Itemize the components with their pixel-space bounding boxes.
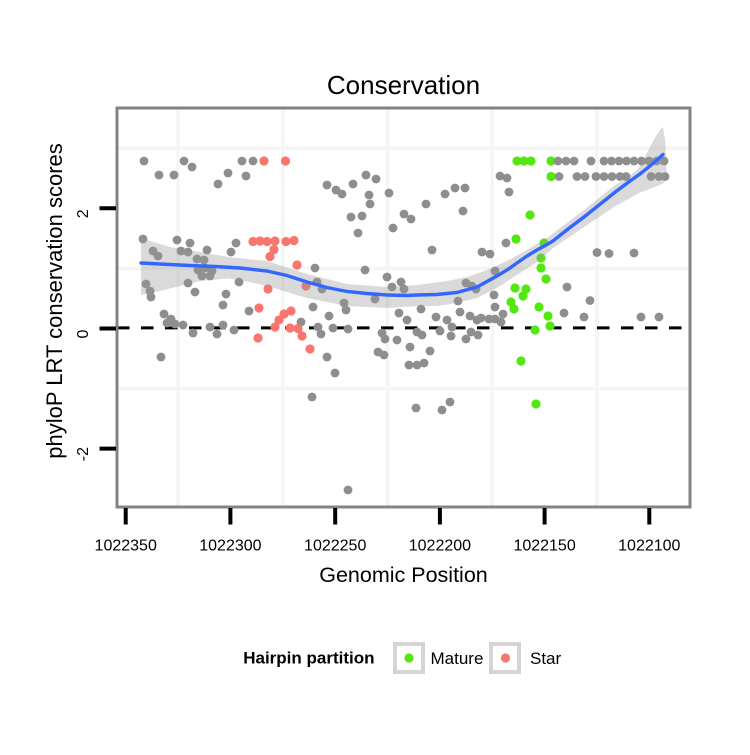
svg-text:Conservation: Conservation <box>327 70 480 100</box>
svg-text:Hairpin partition: Hairpin partition <box>243 649 374 668</box>
svg-text:1022350: 1022350 <box>95 538 157 555</box>
svg-text:1022150: 1022150 <box>513 538 575 555</box>
svg-text:1022100: 1022100 <box>618 538 680 555</box>
svg-text:phyloP LRT conservation scores: phyloP LRT conservation scores <box>42 143 67 459</box>
svg-text:1022200: 1022200 <box>409 538 471 555</box>
svg-text:Genomic Position: Genomic Position <box>319 563 488 587</box>
svg-text:2: 2 <box>75 209 92 218</box>
svg-text:-2: -2 <box>75 447 92 461</box>
svg-text:0: 0 <box>75 329 92 338</box>
svg-text:1022300: 1022300 <box>199 538 261 555</box>
svg-text:1022250: 1022250 <box>304 538 366 555</box>
svg-text:Star: Star <box>530 649 562 668</box>
svg-text:Mature: Mature <box>431 649 484 668</box>
